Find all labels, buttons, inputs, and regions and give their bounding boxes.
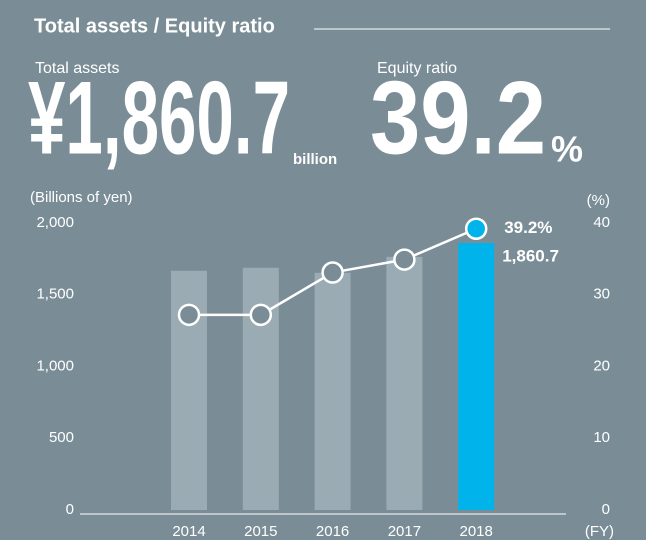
- assets-label: Total assets: [35, 60, 119, 77]
- assets-value: ¥1,860.7: [28, 60, 290, 176]
- y-tick-label: 2,000: [36, 214, 74, 231]
- x-tick-label: 2015: [244, 523, 277, 540]
- x-tick-label: 2017: [388, 523, 421, 540]
- y-tick-label: 0: [66, 501, 74, 518]
- y2-tick-label: 30: [593, 286, 610, 303]
- y2-axis-label: (%): [587, 192, 610, 209]
- x-tick-label: 2016: [316, 523, 349, 540]
- ratio-unit: %: [551, 129, 583, 170]
- x-tick-label: 2018: [460, 523, 493, 540]
- line-value-label: 39.2%: [504, 218, 552, 237]
- y2-tick-label: 40: [593, 214, 610, 231]
- y2-tick-label: 10: [593, 429, 610, 446]
- bar-value-label: 1,860.7: [502, 246, 559, 265]
- ratio-marker: [393, 248, 416, 271]
- ratio-marker: [321, 261, 344, 284]
- chart-title: Total assets / Equity ratio: [34, 15, 275, 37]
- y2-tick-label: 20: [593, 357, 610, 374]
- x-tick-label: 2014: [172, 523, 205, 540]
- y-tick-label: 1,000: [36, 357, 74, 374]
- y-tick-label: 1,500: [36, 286, 74, 303]
- y2-tick-label: 0: [602, 501, 610, 518]
- bar: [386, 256, 423, 510]
- assets-unit: billion: [293, 151, 337, 168]
- bar: [458, 242, 495, 510]
- x-axis-label: (FY): [585, 523, 614, 540]
- ratio-marker: [249, 303, 273, 327]
- y-axis-label: (Billions of yen): [30, 189, 133, 206]
- ratio-value: 39.2: [370, 60, 546, 176]
- ratio-marker: [177, 303, 201, 327]
- bar: [314, 272, 351, 510]
- ratio-marker: [464, 217, 488, 240]
- ratio-label: Equity ratio: [377, 60, 457, 77]
- y-tick-label: 500: [49, 429, 74, 446]
